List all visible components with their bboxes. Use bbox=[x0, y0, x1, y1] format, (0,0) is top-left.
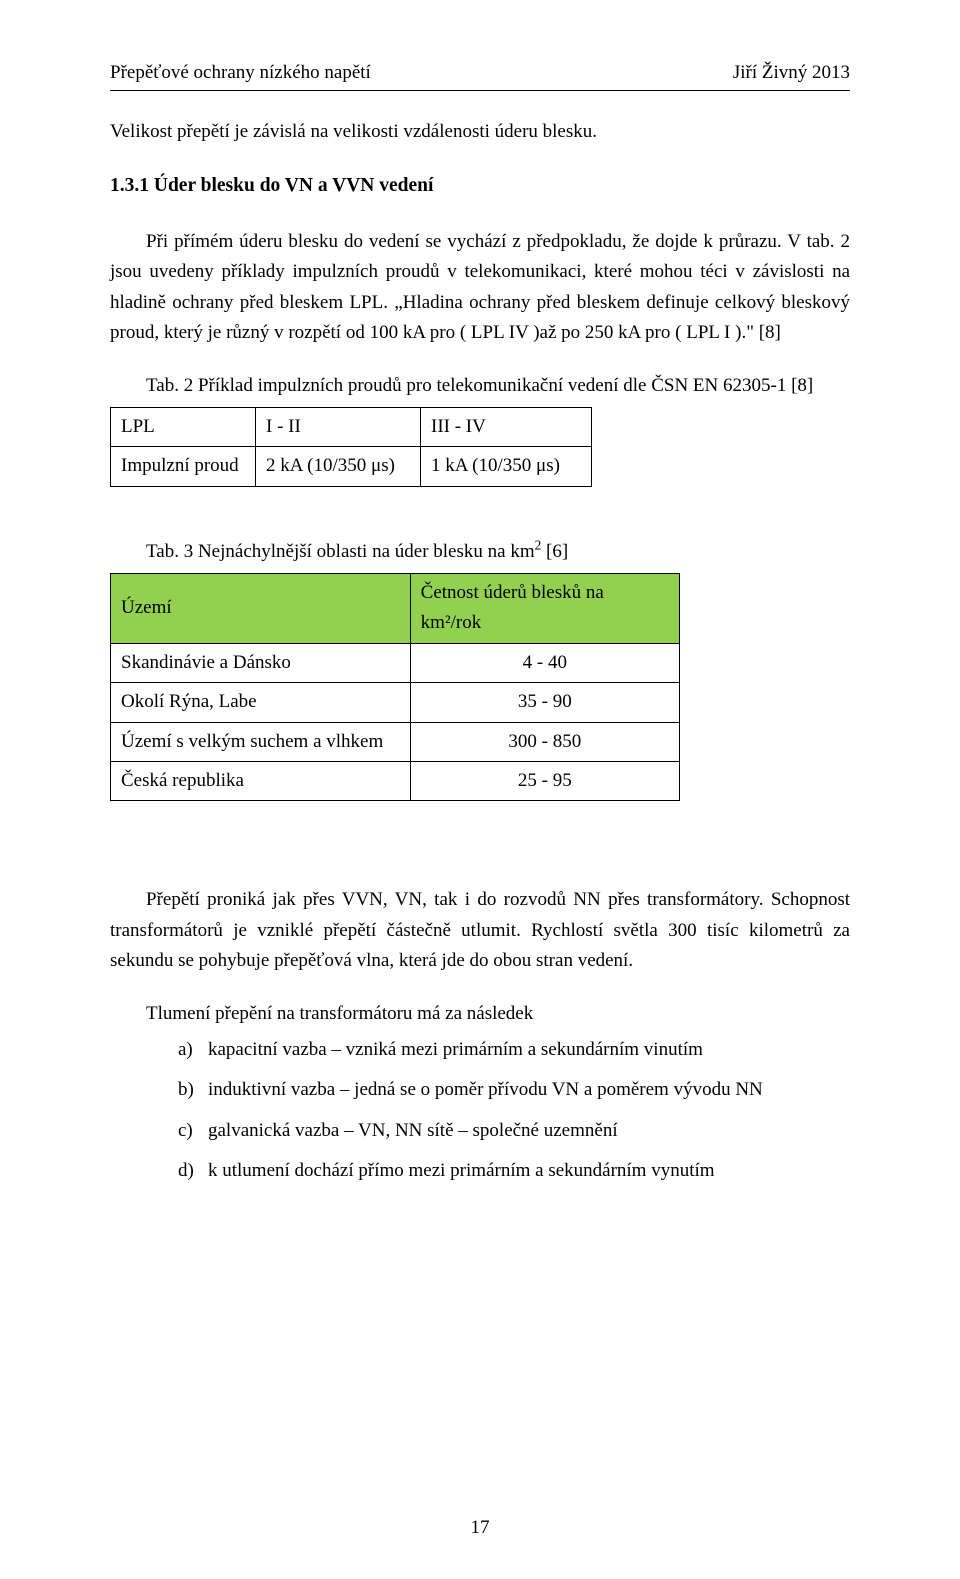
body-paragraph-2: Přepětí proniká jak přes VVN, VN, tak i … bbox=[110, 885, 850, 976]
table-cell: I - II bbox=[256, 407, 421, 446]
intro-paragraph: Velikost přepětí je závislá na velikosti… bbox=[110, 117, 850, 147]
list-item: b) induktivní vazba – jedná se o poměr p… bbox=[178, 1075, 850, 1105]
table-cell: Česká republika bbox=[111, 762, 411, 801]
table3-caption-text-a: Tab. 3 Nejnáchylnější oblasti na úder bl… bbox=[146, 541, 535, 562]
body-paragraph-1: Při přímém úderu blesku do vedení se vyc… bbox=[110, 227, 850, 349]
list-marker: a) bbox=[178, 1035, 208, 1065]
table-cell: Impulzní proud bbox=[111, 447, 256, 486]
table-cell: 2 kA (10/350 μs) bbox=[256, 447, 421, 486]
ordered-list: a) kapacitní vazba – vzniká mezi primárn… bbox=[178, 1035, 850, 1187]
list-item: d) k utlumení dochází přímo mezi primárn… bbox=[178, 1156, 850, 1186]
running-header: Přepěťové ochrany nízkého napětí Jiří Ži… bbox=[110, 58, 850, 88]
table2-caption: Tab. 2 Příklad impulzních proudů pro tel… bbox=[110, 371, 850, 401]
list-text: k utlumení dochází přímo mezi primárním … bbox=[208, 1156, 850, 1186]
list-intro: Tlumení přepění na transformátoru má za … bbox=[110, 999, 850, 1029]
list-item: a) kapacitní vazba – vzniká mezi primárn… bbox=[178, 1035, 850, 1065]
table-header-cell: Území bbox=[111, 574, 411, 644]
header-right: Jiří Živný 2013 bbox=[733, 58, 850, 88]
table-header-row: Území Četnost úderů blesků na km²/rok bbox=[111, 574, 680, 644]
list-text: kapacitní vazba – vzniká mezi primárním … bbox=[208, 1035, 850, 1065]
list-text: galvanická vazba – VN, NN sítě – společn… bbox=[208, 1116, 850, 1146]
list-marker: d) bbox=[178, 1156, 208, 1186]
table-row: Impulzní proud 2 kA (10/350 μs) 1 kA (10… bbox=[111, 447, 592, 486]
header-underline bbox=[110, 90, 850, 91]
table-cell: 300 - 850 bbox=[410, 722, 679, 761]
header-left: Přepěťové ochrany nízkého napětí bbox=[110, 58, 371, 88]
list-marker: b) bbox=[178, 1075, 208, 1105]
document-page: Přepěťové ochrany nízkého napětí Jiří Ži… bbox=[0, 0, 960, 1579]
table-3: Území Četnost úderů blesků na km²/rok Sk… bbox=[110, 573, 680, 801]
table-cell: Okolí Rýna, Labe bbox=[111, 683, 411, 722]
list-item: c) galvanická vazba – VN, NN sítě – spol… bbox=[178, 1116, 850, 1146]
section-heading: 1.3.1 Úder blesku do VN a VVN vedení bbox=[110, 170, 850, 201]
table-row: Území s velkým suchem a vlhkem 300 - 850 bbox=[111, 722, 680, 761]
table-cell: 35 - 90 bbox=[410, 683, 679, 722]
page-number: 17 bbox=[0, 1513, 960, 1543]
list-text: induktivní vazba – jedná se o poměr přív… bbox=[208, 1075, 850, 1105]
list-marker: c) bbox=[178, 1116, 208, 1146]
table-cell: LPL bbox=[111, 407, 256, 446]
table3-caption-text-b: [6] bbox=[541, 541, 568, 562]
table-cell: Skandinávie a Dánsko bbox=[111, 643, 411, 682]
table3-caption: Tab. 3 Nejnáchylnější oblasti na úder bl… bbox=[110, 537, 850, 567]
table-row: Česká republika 25 - 95 bbox=[111, 762, 680, 801]
table-row: LPL I - II III - IV bbox=[111, 407, 592, 446]
table-2: LPL I - II III - IV Impulzní proud 2 kA … bbox=[110, 407, 592, 487]
table-row: Okolí Rýna, Labe 35 - 90 bbox=[111, 683, 680, 722]
table-cell: 4 - 40 bbox=[410, 643, 679, 682]
table-cell: Území s velkým suchem a vlhkem bbox=[111, 722, 411, 761]
table-cell: 1 kA (10/350 μs) bbox=[421, 447, 592, 486]
table-cell: 25 - 95 bbox=[410, 762, 679, 801]
table-row: Skandinávie a Dánsko 4 - 40 bbox=[111, 643, 680, 682]
table-header-cell: Četnost úderů blesků na km²/rok bbox=[410, 574, 679, 644]
table-cell: III - IV bbox=[421, 407, 592, 446]
